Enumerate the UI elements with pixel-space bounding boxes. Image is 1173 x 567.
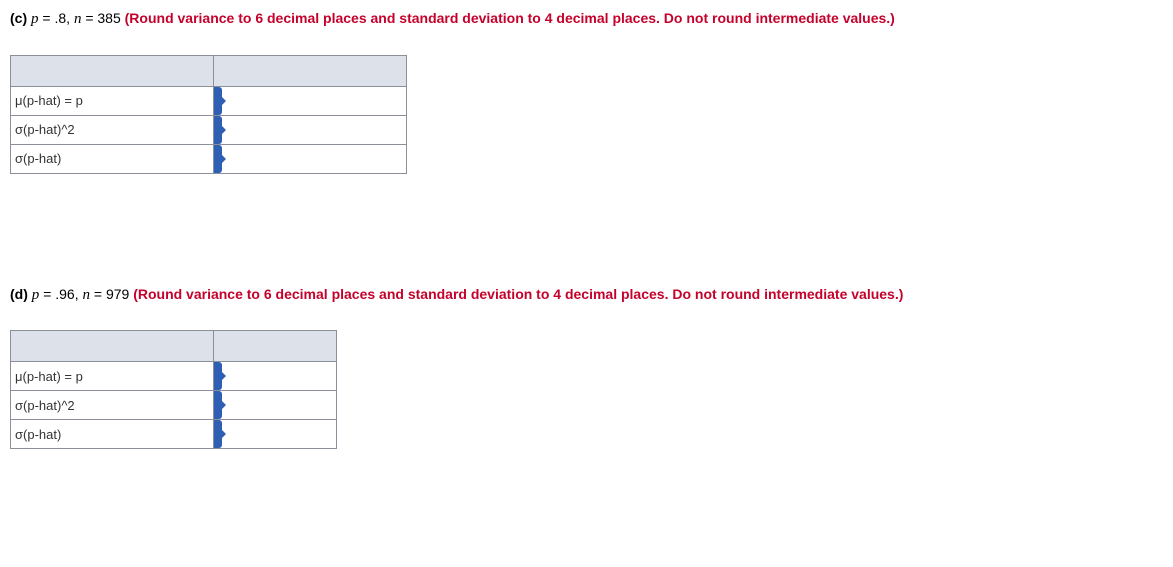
table-row: μ(p-hat) = p: [11, 362, 337, 391]
input-cell: [214, 420, 337, 449]
input-indicator-icon: [214, 391, 222, 419]
problem-d: (d) p = .96, n = 979 (Round variance to …: [10, 284, 1163, 450]
header-blank-1: [11, 331, 214, 362]
input-indicator-icon: [214, 116, 222, 144]
row-label-sigma: σ(p-hat): [11, 144, 214, 173]
var-n: n: [82, 287, 90, 303]
val-p: = .96,: [39, 286, 82, 302]
table-row: σ(p-hat): [11, 420, 337, 449]
table-row: σ(p-hat)^2: [11, 391, 337, 420]
answer-table-c: μ(p-hat) = p σ(p-hat)^2 σ(p-hat): [10, 55, 407, 174]
val-n: = 979: [90, 286, 133, 302]
table-header-row: [11, 55, 407, 86]
problem-c: (c) p = .8, n = 385 (Round variance to 6…: [10, 8, 1163, 174]
part-label: (d): [10, 286, 28, 302]
mu-input[interactable]: [222, 362, 334, 390]
variance-input[interactable]: [222, 116, 406, 144]
part-label: (c): [10, 10, 27, 26]
row-label-var: σ(p-hat)^2: [11, 391, 214, 420]
table-header-row: [11, 331, 337, 362]
row-label-mu: μ(p-hat) = p: [11, 86, 214, 115]
instruction-text: (Round variance to 6 decimal places and …: [125, 10, 895, 26]
input-cell: [214, 362, 337, 391]
problem-d-prompt: (d) p = .96, n = 979 (Round variance to …: [10, 284, 1163, 307]
header-blank-2: [214, 331, 337, 362]
input-cell: [214, 86, 407, 115]
mu-input[interactable]: [222, 87, 406, 115]
input-indicator-icon: [214, 145, 222, 173]
table-row: μ(p-hat) = p: [11, 86, 407, 115]
answer-table-d: μ(p-hat) = p σ(p-hat)^2 σ(p-hat): [10, 330, 337, 449]
input-indicator-icon: [214, 87, 222, 115]
variance-input[interactable]: [222, 391, 334, 419]
sigma-input[interactable]: [222, 145, 406, 173]
input-cell: [214, 391, 337, 420]
table-row: σ(p-hat): [11, 144, 407, 173]
input-indicator-icon: [214, 362, 222, 390]
header-blank-2: [214, 55, 407, 86]
input-cell: [214, 144, 407, 173]
input-indicator-icon: [214, 420, 222, 448]
sigma-input[interactable]: [222, 420, 334, 448]
problem-c-prompt: (c) p = .8, n = 385 (Round variance to 6…: [10, 8, 1163, 31]
row-label-sigma: σ(p-hat): [11, 420, 214, 449]
row-label-var: σ(p-hat)^2: [11, 115, 214, 144]
val-n: = 385: [81, 10, 124, 26]
var-p: p: [31, 11, 39, 27]
row-label-mu: μ(p-hat) = p: [11, 362, 214, 391]
input-cell: [214, 115, 407, 144]
table-row: σ(p-hat)^2: [11, 115, 407, 144]
instruction-text: (Round variance to 6 decimal places and …: [133, 286, 903, 302]
val-p: = .8,: [39, 10, 74, 26]
header-blank-1: [11, 55, 214, 86]
